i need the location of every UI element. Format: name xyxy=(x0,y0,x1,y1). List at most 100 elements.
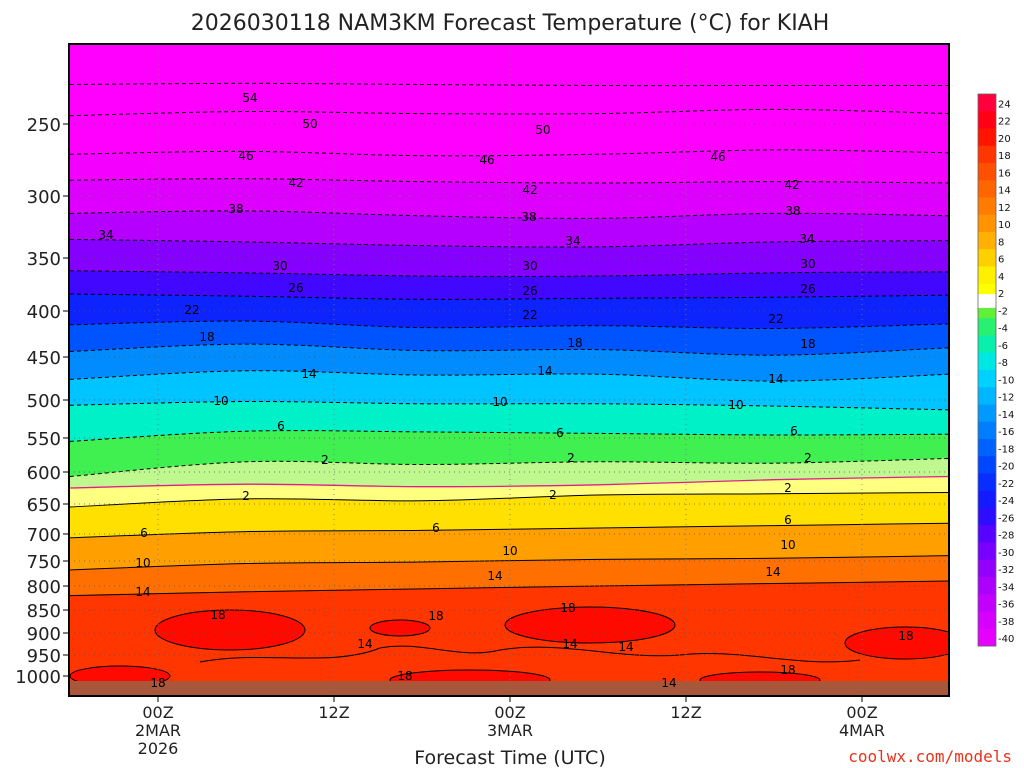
colorbar: 24 22 20 18 16 14 12 10 8 6 4 2 -2 -4 -6 -8 -10 -12 -14 -16… xyxy=(977,93,1014,647)
contour-label: 10 xyxy=(135,556,150,570)
y-tick-label: 250 xyxy=(27,115,61,136)
colorbar-label: -28 xyxy=(998,531,1014,542)
contour-label: 26 xyxy=(800,282,815,296)
colorbar-swatch xyxy=(978,628,996,647)
colorbar-swatch xyxy=(978,370,996,388)
colorbar-swatch xyxy=(978,335,996,354)
colorbar-label: -40 xyxy=(998,634,1014,645)
contour-label: 6 xyxy=(277,419,285,433)
x-tick-label: 2MAR xyxy=(135,721,181,740)
chart-title: 2026030118 NAM3KM Forecast Temperature (… xyxy=(191,11,830,36)
colorbar-label: 22 xyxy=(998,117,1011,128)
contour-14c-near-surface xyxy=(199,645,861,663)
colorbar-label: -26 xyxy=(998,513,1014,524)
colorbar-label: -4 xyxy=(998,324,1008,335)
colorbar-swatch xyxy=(978,145,996,164)
contour-label: 6 xyxy=(432,521,440,535)
contour-label: 34 xyxy=(799,232,814,246)
contour-label: 18 xyxy=(567,336,582,350)
colorbar-label: -32 xyxy=(998,565,1014,576)
colorbar-label: 4 xyxy=(998,272,1004,283)
colorbar-label: 12 xyxy=(998,203,1011,214)
contour-label: 2 xyxy=(804,451,812,465)
colorbar-label: -16 xyxy=(998,427,1014,438)
contour-label: 14 xyxy=(357,637,372,651)
colorbar-label: -34 xyxy=(998,582,1014,593)
y-tick-label: 500 xyxy=(27,391,61,412)
contour-line xyxy=(69,555,949,571)
y-tick-label: 1000 xyxy=(15,667,61,688)
contour-label: 38 xyxy=(785,204,800,218)
x-tick-label: 3MAR xyxy=(487,721,533,740)
colorbar-swatch xyxy=(978,559,996,578)
colorbar-label: -12 xyxy=(998,393,1014,404)
colorbar-swatch xyxy=(978,352,996,371)
contour-label: 42 xyxy=(522,183,537,197)
colorbar-swatch xyxy=(978,266,996,285)
contour-label: 18 xyxy=(898,629,913,643)
contour-label: 14 xyxy=(618,640,633,654)
colorbar-label: -14 xyxy=(998,410,1014,421)
ground-surface xyxy=(69,681,949,696)
colorbar-frame xyxy=(977,93,997,647)
contour-label: 6 xyxy=(140,526,148,540)
y-tick-label: 750 xyxy=(27,552,61,573)
contour-label: 14 xyxy=(487,569,502,583)
contour-label: 22 xyxy=(184,303,199,317)
contour-label: 22 xyxy=(522,308,537,322)
colorbar-label: -38 xyxy=(998,617,1014,628)
x-axis-title: Forecast Time (UTC) xyxy=(414,747,605,768)
contour-line xyxy=(69,457,949,477)
contour-label: 14 xyxy=(135,585,150,599)
contour-label: 6 xyxy=(790,424,798,438)
y-axis: 2503003504004505005506006507007508008509… xyxy=(15,115,69,688)
y-tick-label: 700 xyxy=(27,525,61,546)
contour-label: 46 xyxy=(238,149,253,163)
y-tick-label: 850 xyxy=(27,601,61,622)
contour-label: 18 xyxy=(560,601,575,615)
contour-line xyxy=(69,475,949,489)
contour-label: 14 xyxy=(661,676,676,690)
contour-label: 18 xyxy=(397,669,412,683)
colorbar-swatch xyxy=(978,180,996,198)
colorbar-swatch xyxy=(978,542,996,561)
credit-text: coolwx.com/models xyxy=(848,747,1012,766)
colorbar-label: 6 xyxy=(998,255,1004,266)
colorbar-label: -20 xyxy=(998,462,1014,473)
colorbar-swatch xyxy=(978,456,996,474)
contour-label: 18 xyxy=(780,663,795,677)
contour-label: 18 xyxy=(800,337,815,351)
contour-label: 2 xyxy=(567,451,575,465)
colorbar-label: 8 xyxy=(998,237,1004,248)
colorbar-swatch xyxy=(978,94,996,112)
contour-label: 2 xyxy=(549,488,557,502)
colorbar-swatch xyxy=(978,249,996,267)
contour-label: 14 xyxy=(562,637,577,651)
warm-pocket-18c xyxy=(369,619,431,637)
colorbar-swatch xyxy=(978,421,996,440)
contour-label: 42 xyxy=(288,176,303,190)
x-tick-label: 00Z xyxy=(142,703,173,722)
contour-label: 50 xyxy=(302,117,317,131)
contour-label: 26 xyxy=(288,281,303,295)
x-tick-label: 2026 xyxy=(138,739,179,758)
contour-label: 30 xyxy=(522,259,537,273)
colorbar-zero-band xyxy=(978,294,996,308)
contour-label: 18 xyxy=(150,676,165,690)
contour-label: 10 xyxy=(780,538,795,552)
colorbar-swatch xyxy=(978,508,996,526)
colorbar-label: -30 xyxy=(998,548,1014,559)
colorbar-swatch xyxy=(978,163,996,181)
contour-label: 38 xyxy=(228,202,243,216)
colorbar-label: -22 xyxy=(998,479,1014,490)
y-tick-label: 600 xyxy=(27,463,61,484)
contour-label: 6 xyxy=(556,426,564,440)
contour-label: 18 xyxy=(428,609,443,623)
contour-label: 42 xyxy=(784,178,799,192)
colorbar-label: -2 xyxy=(998,306,1008,317)
contour-label: 18 xyxy=(210,608,225,622)
colorbar-swatch xyxy=(978,490,996,509)
colorbar-label: 20 xyxy=(998,134,1011,145)
x-tick-label: 12Z xyxy=(318,703,349,722)
